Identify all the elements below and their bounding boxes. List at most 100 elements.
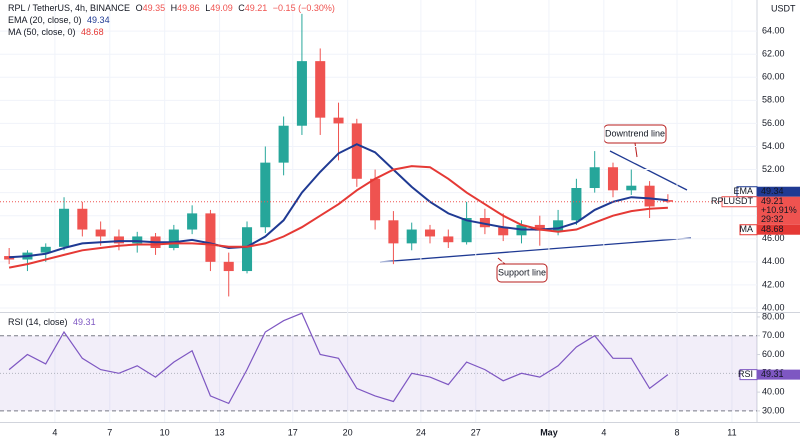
y-tick-label: 30.00 — [762, 405, 785, 415]
y-tick-label: 60.00 — [762, 72, 785, 82]
ohlc-label: O — [135, 3, 143, 13]
legend-value: 49.31 — [73, 317, 96, 327]
candle-body — [315, 61, 326, 118]
symbol-legend: RPL / TetherUS, 4h, BINANCE O49.35 H49.8… — [8, 3, 338, 13]
candle-body — [406, 229, 417, 244]
x-tick-label: May — [540, 427, 558, 437]
candle-body — [296, 61, 307, 126]
candle-body — [571, 188, 582, 221]
candle-body — [132, 236, 143, 244]
candle-body — [589, 167, 600, 189]
candle-body — [205, 213, 216, 262]
badge-name: RSI — [738, 369, 753, 379]
badge-text: 49.21 — [761, 196, 784, 206]
change: −0.15 (−0.30%) — [272, 3, 335, 13]
downtrend-line — [609, 150, 688, 191]
legend-name: EMA (20, close, 0) — [8, 15, 82, 25]
price-badge — [757, 196, 800, 225]
x-tick-label: 27 — [471, 427, 481, 437]
legend-name: RSI (14, close) — [8, 317, 68, 327]
price-badge — [757, 186, 800, 197]
annotation-text: Downtrend line — [605, 128, 665, 138]
legend-value: 48.68 — [81, 27, 104, 37]
candle-body — [113, 236, 124, 244]
candle-body — [553, 220, 564, 231]
x-tick-label: 10 — [160, 427, 170, 437]
x-tick-label: 20 — [343, 427, 353, 437]
y-tick-label: 56.00 — [762, 118, 785, 128]
ohlc-label: H — [170, 3, 178, 13]
badge-text: +10.91% — [761, 205, 797, 215]
candle-body — [644, 185, 655, 207]
badge-name: EMA — [733, 186, 753, 196]
indicator-line — [9, 143, 668, 259]
badge-text: 49.31 — [761, 369, 784, 379]
candle-body — [479, 217, 490, 228]
candle-body — [260, 162, 271, 228]
support-trend-line — [379, 237, 692, 263]
y-tick-label: 60.00 — [762, 349, 785, 359]
price-badge — [757, 369, 800, 380]
y-tick-label: 58.00 — [762, 95, 785, 105]
annotation-arrow — [497, 257, 506, 265]
candle-body — [607, 167, 619, 191]
currency-label: USDT — [771, 3, 796, 13]
ma-legend: MA (50, close, 0) 48.68 — [8, 27, 107, 37]
candle-body — [77, 208, 88, 230]
x-tick-label: 13 — [215, 427, 225, 437]
candle-body — [351, 123, 362, 179]
candle-body — [241, 227, 253, 272]
candle-body — [534, 224, 545, 231]
x-tick-label: 4 — [52, 427, 57, 437]
legend-name: MA (50, close, 0) — [8, 27, 76, 37]
y-tick-label: 40.00 — [762, 386, 785, 396]
candle-body — [626, 185, 637, 191]
candle-body — [333, 117, 344, 124]
candle-body — [59, 208, 70, 247]
annotation-arrow — [634, 142, 638, 158]
badge-text: 49.34 — [761, 186, 784, 196]
rsi-line — [8, 312, 669, 405]
y-tick-label: 70.00 — [762, 330, 785, 340]
candle-body — [443, 236, 454, 243]
ohlc-label: L — [205, 3, 211, 13]
candle-body — [498, 227, 509, 236]
candle-body — [223, 261, 234, 272]
x-tick-label: 24 — [416, 427, 426, 437]
ohlc-value: 49.09 — [210, 3, 233, 13]
y-tick-label: 80.00 — [762, 311, 785, 321]
legend-value: 49.34 — [87, 15, 110, 25]
x-tick-label: 7 — [107, 427, 112, 437]
candle-body — [95, 229, 106, 237]
x-tick-label: 4 — [601, 427, 606, 437]
candle-body — [168, 229, 179, 248]
x-tick-label: 11 — [727, 427, 736, 437]
y-tick-label: 42.00 — [762, 279, 785, 289]
y-tick-label: 40.00 — [762, 302, 785, 312]
annotation-box — [496, 263, 548, 283]
ohlc-label: C — [238, 3, 245, 13]
y-tick-label: 46.00 — [762, 233, 785, 243]
candle-body — [461, 217, 472, 243]
candle-body — [40, 246, 51, 253]
candle-body — [187, 213, 198, 230]
ema-legend: EMA (20, close, 0) 49.34 — [8, 15, 113, 25]
ohlc-value: 49.86 — [177, 3, 200, 13]
candle-body — [278, 125, 289, 163]
rsi-legend: RSI (14, close) 49.31 — [8, 317, 99, 327]
indicator-line — [8, 165, 668, 269]
y-tick-label: 54.00 — [762, 141, 785, 151]
y-tick-label: 62.00 — [762, 49, 785, 59]
x-tick-label: 17 — [288, 427, 298, 437]
y-tick-label: 64.00 — [762, 26, 785, 36]
price-badge — [757, 224, 800, 235]
ohlc-value: 49.21 — [244, 3, 268, 13]
badge-text: 48.68 — [761, 224, 784, 234]
badge-name: RPLUSDT — [711, 196, 754, 206]
annotation-text: Support line — [498, 267, 546, 277]
symbol-title: RPL / TetherUS, 4h, BINANCE — [8, 3, 131, 13]
badge-name: MA — [740, 224, 754, 234]
